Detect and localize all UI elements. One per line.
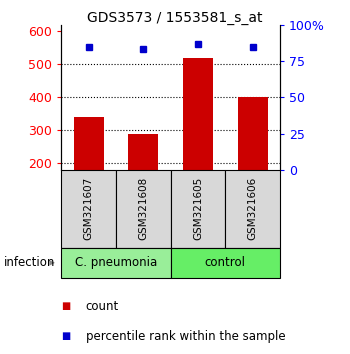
Text: percentile rank within the sample: percentile rank within the sample	[86, 330, 285, 343]
Bar	[61, 248, 171, 278]
Bar	[74, 117, 104, 170]
Text: GSM321607: GSM321607	[84, 177, 93, 240]
Text: GSM321608: GSM321608	[138, 177, 148, 240]
Text: GSM321606: GSM321606	[248, 177, 258, 240]
Bar	[116, 170, 171, 248]
Text: GSM321605: GSM321605	[193, 177, 203, 240]
Bar	[128, 133, 158, 170]
Text: control: control	[205, 256, 246, 269]
Text: GDS3573 / 1553581_s_at: GDS3573 / 1553581_s_at	[87, 11, 263, 25]
Bar	[171, 170, 225, 248]
Text: ■: ■	[61, 301, 70, 311]
Text: infection: infection	[4, 256, 55, 269]
Bar	[225, 170, 280, 248]
Text: count: count	[86, 300, 119, 313]
Bar	[61, 170, 116, 248]
Bar	[238, 97, 268, 170]
Bar	[183, 58, 213, 170]
Text: C. pneumonia: C. pneumonia	[75, 256, 157, 269]
Text: ■: ■	[61, 331, 70, 341]
Bar	[171, 248, 280, 278]
